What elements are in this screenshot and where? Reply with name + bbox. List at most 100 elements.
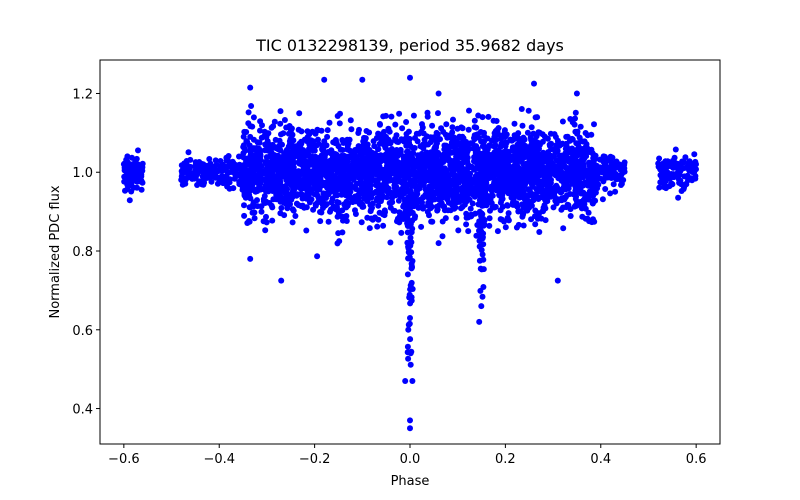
data-point	[213, 162, 220, 168]
data-point	[533, 186, 540, 193]
data-point	[546, 187, 553, 194]
data-point	[566, 158, 572, 165]
data-point	[127, 175, 134, 182]
data-point	[278, 277, 285, 284]
data-point	[410, 112, 417, 119]
data-point	[504, 214, 511, 221]
data-point	[420, 194, 427, 201]
data-point	[128, 154, 135, 161]
data-point	[276, 172, 283, 179]
data-point	[476, 243, 483, 250]
data-point	[271, 118, 278, 125]
data-point	[375, 130, 382, 137]
data-point	[591, 163, 598, 170]
data-point	[519, 122, 526, 129]
data-point	[206, 156, 213, 162]
data-point	[245, 109, 252, 116]
data-point	[593, 179, 600, 186]
data-point	[453, 152, 460, 158]
data-point	[258, 208, 265, 215]
data-point	[392, 121, 399, 128]
data-point	[407, 74, 413, 81]
data-point	[362, 188, 369, 195]
data-point	[396, 209, 403, 216]
data-point	[380, 173, 387, 180]
data-point	[467, 205, 474, 212]
data-point	[520, 222, 527, 229]
data-point	[508, 137, 515, 144]
data-point	[574, 162, 581, 169]
data-point	[577, 169, 584, 176]
data-point	[314, 126, 321, 133]
data-point	[506, 177, 513, 184]
data-point	[298, 128, 305, 135]
data-point	[260, 196, 267, 203]
data-point	[460, 159, 467, 166]
y-axis-label: Normalized PDC flux	[48, 185, 63, 318]
data-point	[246, 218, 252, 224]
data-point	[510, 195, 517, 202]
data-point	[404, 148, 411, 155]
data-point	[396, 161, 403, 168]
data-point	[425, 199, 432, 206]
data-point	[580, 164, 587, 170]
data-point	[479, 150, 485, 157]
data-point	[268, 176, 275, 183]
data-point	[224, 155, 231, 162]
data-point	[486, 222, 493, 229]
data-point	[314, 253, 321, 260]
data-point	[547, 193, 554, 200]
data-point	[323, 150, 330, 157]
data-point	[250, 201, 257, 208]
data-point	[666, 183, 673, 190]
data-point	[387, 239, 394, 246]
chart-title: TIC 0132298139, period 35.9682 days	[255, 36, 564, 55]
data-point	[471, 166, 477, 173]
data-point	[490, 117, 497, 124]
data-point	[534, 146, 541, 153]
data-point	[481, 166, 487, 172]
data-point	[582, 191, 589, 198]
data-point	[133, 155, 140, 162]
data-point	[428, 218, 435, 225]
data-point	[449, 168, 456, 175]
data-point	[501, 127, 508, 134]
data-point	[251, 209, 258, 216]
data-point	[594, 170, 601, 177]
data-point	[383, 133, 389, 140]
data-point	[385, 125, 392, 132]
data-point	[540, 180, 547, 187]
data-point	[404, 349, 411, 356]
data-point	[602, 167, 608, 174]
data-point	[487, 168, 494, 175]
data-point	[285, 130, 292, 137]
data-point	[469, 200, 476, 207]
data-point	[334, 113, 341, 119]
data-point	[353, 154, 360, 160]
data-point	[591, 156, 598, 163]
data-point	[289, 206, 296, 213]
data-point	[384, 162, 390, 169]
data-point	[132, 160, 139, 167]
data-point	[504, 189, 511, 196]
data-point	[240, 133, 247, 140]
data-point	[448, 132, 455, 139]
data-point	[580, 182, 587, 189]
data-point	[384, 194, 390, 201]
data-point	[329, 173, 336, 180]
data-point	[185, 149, 192, 156]
data-point	[284, 154, 291, 161]
data-point	[520, 210, 527, 217]
data-point	[257, 184, 264, 191]
data-point	[476, 318, 483, 325]
data-point	[206, 170, 213, 177]
data-point	[377, 152, 384, 159]
data-point	[408, 265, 415, 272]
data-point	[579, 174, 586, 181]
data-point	[241, 212, 248, 219]
data-point	[536, 229, 543, 235]
data-point	[390, 207, 397, 214]
data-point	[479, 293, 486, 300]
data-point	[459, 142, 466, 149]
data-point	[478, 266, 485, 273]
